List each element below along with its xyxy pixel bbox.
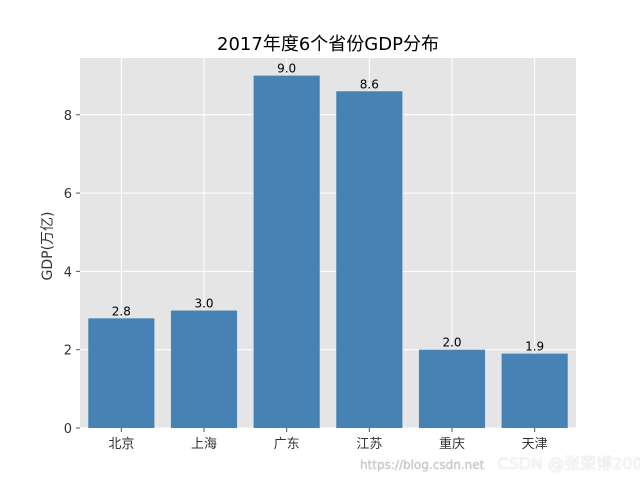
bar-5 [501, 353, 568, 428]
x-axis-ticks: 北京 上海 广东 江苏 重庆 天津 [108, 428, 548, 452]
bar-1 [170, 310, 238, 428]
x-tick-label: 上海 [191, 437, 217, 452]
data-label-5: 1.9 [525, 340, 544, 354]
chart-title: 2017年度6个省份GDP分布 [217, 34, 439, 55]
plot-area [80, 58, 576, 428]
watermark-url: https://blog.csdn.net [360, 458, 485, 472]
x-tick-label: 重庆 [439, 436, 465, 452]
data-label-4: 2.0 [442, 336, 461, 350]
data-label-0: 2.8 [112, 304, 131, 318]
bar-3 [336, 91, 403, 428]
y-tick-label: 0 [64, 422, 72, 437]
y-tick-label: 2 [64, 344, 72, 359]
bars-group [88, 75, 568, 428]
x-tick-label: 江苏 [356, 436, 382, 452]
watermark: https://blog.csdn.net CSDN @张荣博2003 [360, 450, 640, 474]
data-label-2: 9.0 [277, 62, 296, 76]
x-tick-label: 天津 [522, 437, 548, 452]
bar-2 [253, 75, 320, 428]
y-axis-label: GDP(万亿) [40, 212, 56, 281]
data-label-1: 3.0 [194, 297, 213, 311]
bar-0 [88, 318, 155, 428]
bar-4 [418, 349, 486, 428]
y-tick-label: 4 [64, 265, 72, 280]
x-tick-label: 北京 [108, 437, 134, 452]
x-tick-label: 广东 [274, 437, 300, 452]
y-tick-label: 6 [64, 187, 72, 202]
data-labels-group: 2.8 3.0 9.0 8.6 2.0 1.9 [112, 62, 544, 354]
data-label-3: 8.6 [360, 77, 379, 91]
y-axis-ticks: 0 2 4 6 8 [64, 109, 80, 437]
y-tick-label: 8 [64, 109, 72, 124]
watermark-text: CSDN @张荣博2003 [497, 454, 640, 473]
